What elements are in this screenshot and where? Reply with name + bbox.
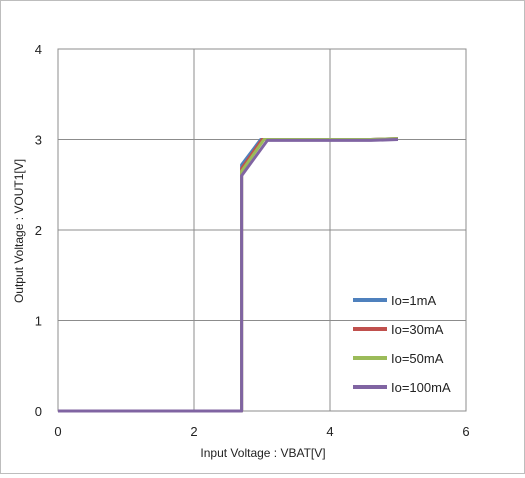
y-tick-labels: 0 1 2 3 4 xyxy=(35,42,42,419)
legend-label: Io=100mA xyxy=(391,380,451,395)
series-line-1 xyxy=(58,137,399,413)
series-lines xyxy=(58,137,399,413)
legend: Io=1mA Io=30mA Io=50mA Io=100mA xyxy=(353,293,451,395)
x-tick-label: 2 xyxy=(190,424,197,439)
y-tick-label: 2 xyxy=(35,223,42,238)
y-tick-label: 0 xyxy=(35,404,42,419)
y-tick-label: 4 xyxy=(35,42,42,57)
x-tick-label: 6 xyxy=(462,424,469,439)
x-axis-title: Input Voltage : VBAT[V] xyxy=(200,446,325,460)
series-line-4 xyxy=(58,138,399,413)
x-tick-labels: 0 2 4 6 xyxy=(54,424,469,439)
legend-label: Io=30mA xyxy=(391,322,444,337)
x-tick-label: 0 xyxy=(54,424,61,439)
y-tick-label: 3 xyxy=(35,133,42,148)
y-axis-title: Output Voltage : VOUT1[V] xyxy=(12,159,26,303)
y-tick-label: 1 xyxy=(35,314,42,329)
series-line-3 xyxy=(58,137,399,413)
legend-label: Io=1mA xyxy=(391,293,436,308)
series-line-2 xyxy=(58,137,399,413)
x-tick-label: 4 xyxy=(326,424,333,439)
legend-label: Io=50mA xyxy=(391,351,444,366)
